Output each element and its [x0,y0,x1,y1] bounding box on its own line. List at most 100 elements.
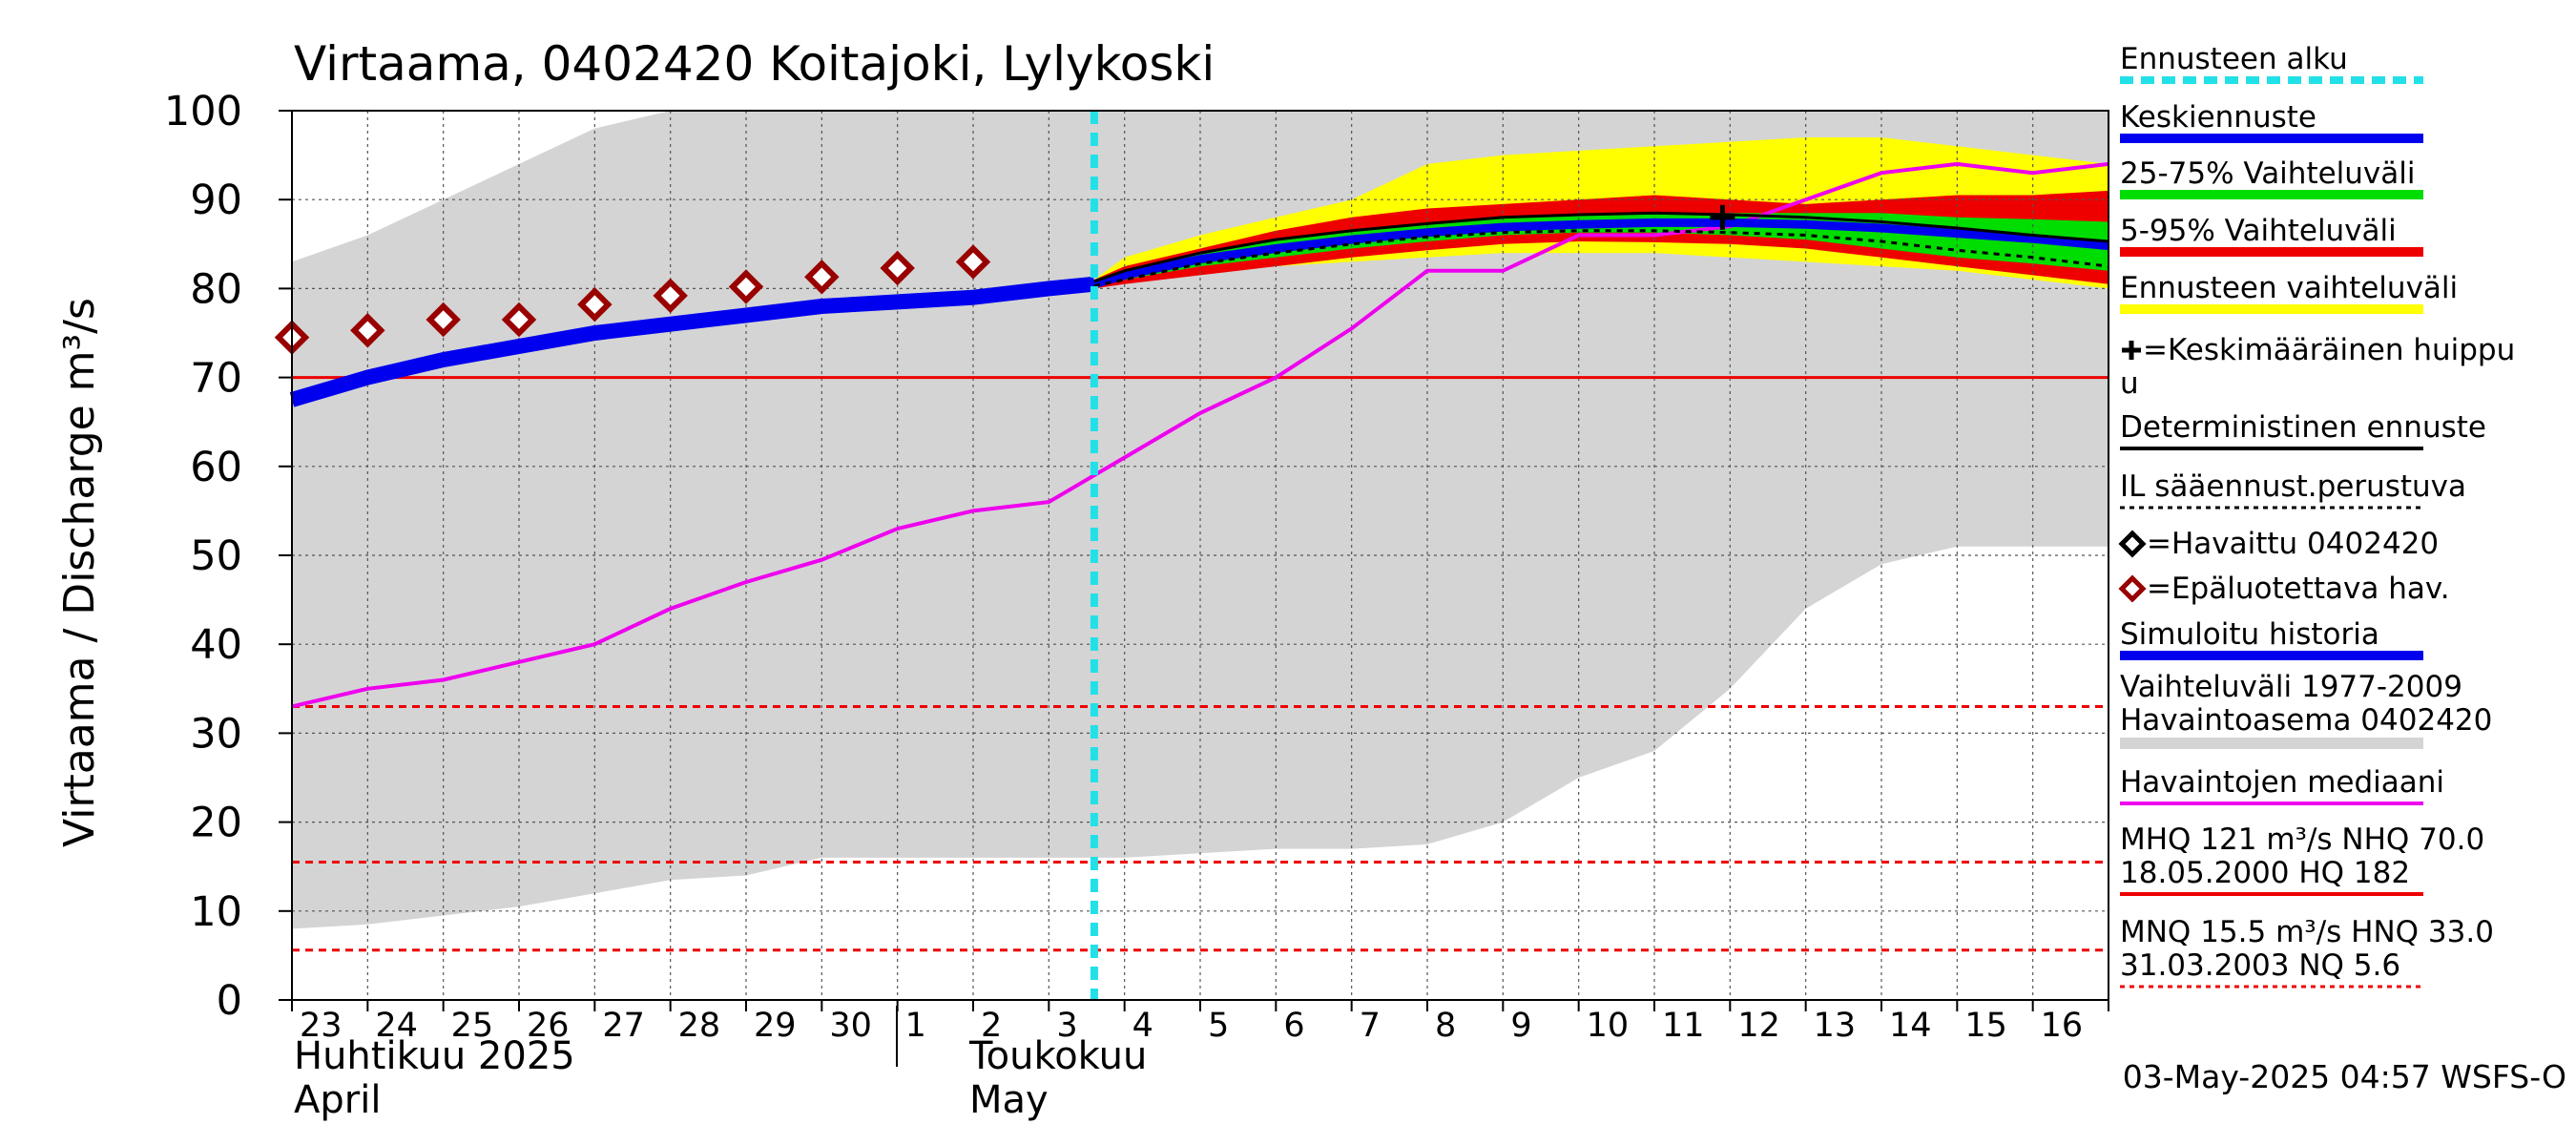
legend-label: MHQ 121 m³/s NHQ 70.0 [2120,822,2484,857]
y-tick-label: 70 [190,355,242,403]
x-tick-label: 11 [1662,1007,1705,1045]
unreliable-observation-point [955,244,991,280]
legend-label-line2: 18.05.2000 HQ 182 [2120,856,2410,890]
x-tick-label: 9 [1510,1007,1531,1045]
x-tick-label: 3 [1056,1007,1077,1045]
month-label-april-fi: Huhtikuu 2025 [294,1034,575,1078]
legend-item: Havaintojen mediaani [2120,765,2444,805]
x-tick-label: 28 [678,1007,721,1045]
x-tick-label: 5 [1208,1007,1229,1045]
x-tick-label: 23 [300,1007,343,1045]
month-label-april-en: April [294,1078,381,1122]
legend-item: 25-75% Vaihteluväli [2120,156,2423,199]
x-tick-label: 16 [2041,1007,2084,1045]
legend-item: Vaihteluväli 1977-2009 Havaintoasema 040… [2120,670,2492,749]
legend-item: Ennusteen alku [2120,42,2423,84]
y-axis-label: Virtaama / Discharge m³/s [55,298,104,847]
y-tick-label: 50 [190,532,242,580]
unreliable-observation-point [728,269,764,304]
legend-label: Havaintojen mediaani [2120,765,2444,800]
x-tick-label: 10 [1587,1007,1630,1045]
legend-label: =Keskimääräinen huippu [2143,333,2515,367]
legend-label: Simuloitu historia [2120,617,2379,652]
y-tick-label: 20 [190,800,242,847]
legend-item: =Epäluotettava hav. [2118,572,2450,606]
unreliable-observation-point [804,260,840,295]
legend-item: 5-95% Vaihteluväli [2120,214,2423,257]
unreliable-observation-point [577,286,613,323]
timestamp: 03-May-2025 04:57 WSFS-O [2123,1058,2566,1095]
deterministic-forecast-line [1093,211,2109,283]
y-axis-ticks: 0 10 20 30 40 50 60 70 80 90 100 [164,88,292,1025]
legend-label-line2: Havaintoasema 0402420 [2120,703,2492,738]
y-tick-label: 60 [190,444,242,491]
median-observed-line [291,161,2109,709]
x-tick-label: 7 [1360,1007,1381,1045]
x-tick-label: 12 [1737,1007,1780,1045]
legend-item: Keskiennuste [2120,100,2423,143]
legend-label: Deterministinen ennuste [2120,410,2486,445]
legend: Ennusteen alku Keskiennuste 25-75% Vaihtel… [2118,42,2515,989]
legend-item: IL sääennust.perustuva [2120,469,2466,510]
legend-label: IL sääennust.perustuva [2120,469,2466,504]
x-tick-label: 26 [527,1007,570,1045]
legend-item: MHQ 121 m³/s NHQ 70.018.05.2000 HQ 182 [2120,822,2484,896]
mean-forecast-line [1092,218,2109,289]
legend-label: Keskiennuste [2120,100,2316,135]
unreliable-observation-point [880,250,915,286]
month-label-may-fi: Toukokuu [968,1034,1147,1078]
simulated-history-line [289,276,1095,407]
x-tick-label: 27 [602,1007,645,1045]
legend-label-line2: u [2120,366,2139,401]
y-tick-label: 30 [190,710,242,758]
x-tick-label: 4 [1132,1007,1153,1045]
legend-swatch [2120,738,2423,749]
month-label-may-en: May [969,1078,1049,1122]
legend-label: MNQ 15.5 m³/s HNQ 33.0 [2120,915,2494,949]
x-tick-label: 29 [754,1007,797,1045]
legend-diamond [2118,574,2147,603]
x-tick-label: 30 [829,1007,872,1045]
x-tick-label: 13 [1814,1007,1857,1045]
unreliable-observation-point [350,312,385,348]
plot-area [274,110,2109,1001]
legend-item: Deterministinen ennuste [2120,410,2486,450]
legend-label: =Epäluotettava hav. [2147,572,2450,606]
mean-peak-marker [1710,204,1735,230]
legend-item: Ennusteen vaihteluväli [2120,271,2458,314]
y-tick-label: 0 [217,977,242,1025]
y-tick-label: 80 [190,265,242,313]
legend-label: =Havaittu 0402420 [2147,527,2439,561]
legend-item: Simuloitu historia [2120,617,2423,660]
series-lines [289,161,2109,709]
legend-item: MNQ 15.5 m³/s HNQ 33.031.03.2003 NQ 5.6 [2120,915,2494,989]
x-tick-label: 6 [1283,1007,1304,1045]
legend-diamond [2118,530,2147,558]
x-tick-label: 14 [1889,1007,1932,1045]
legend-item: =Havaittu 0402420 [2118,527,2439,561]
x-tick-label: 24 [375,1007,418,1045]
legend-label: Vaihteluväli 1977-2009 [2120,670,2462,704]
y-tick-label: 10 [190,888,242,936]
legend-label: 25-75% Vaihteluväli [2120,156,2416,191]
x-tick-label: 8 [1435,1007,1456,1045]
x-tick-label: 1 [905,1007,926,1045]
legend-label: 5-95% Vaihteluväli [2120,214,2397,248]
reference-lines [292,376,2109,952]
chart-title: Virtaama, 0402420 Koitajoki, Lylykoski [294,36,1215,92]
x-tick-label: 15 [1964,1007,2007,1045]
y-tick-label: 90 [190,177,242,224]
x-tick-label: 2 [981,1007,1002,1045]
legend-label-line2: 31.03.2003 NQ 5.6 [2120,948,2400,983]
legend-label: Ennusteen vaihteluväli [2120,271,2458,305]
unreliable-observation-point [653,278,688,314]
x-tick-label: 25 [451,1007,494,1045]
unreliable-observation-point [501,302,537,338]
unreliable-observation-point [426,302,461,338]
legend-label: Ennusteen alku [2120,42,2348,76]
y-tick-label: 100 [164,88,242,135]
y-tick-label: 40 [190,621,242,669]
x-axis-ticks: 23 24 25 26 27 28 29 30 1 2 3 4 5 6 7 8 9 10 11 12 13 14 15 16 [291,1000,2109,1045]
